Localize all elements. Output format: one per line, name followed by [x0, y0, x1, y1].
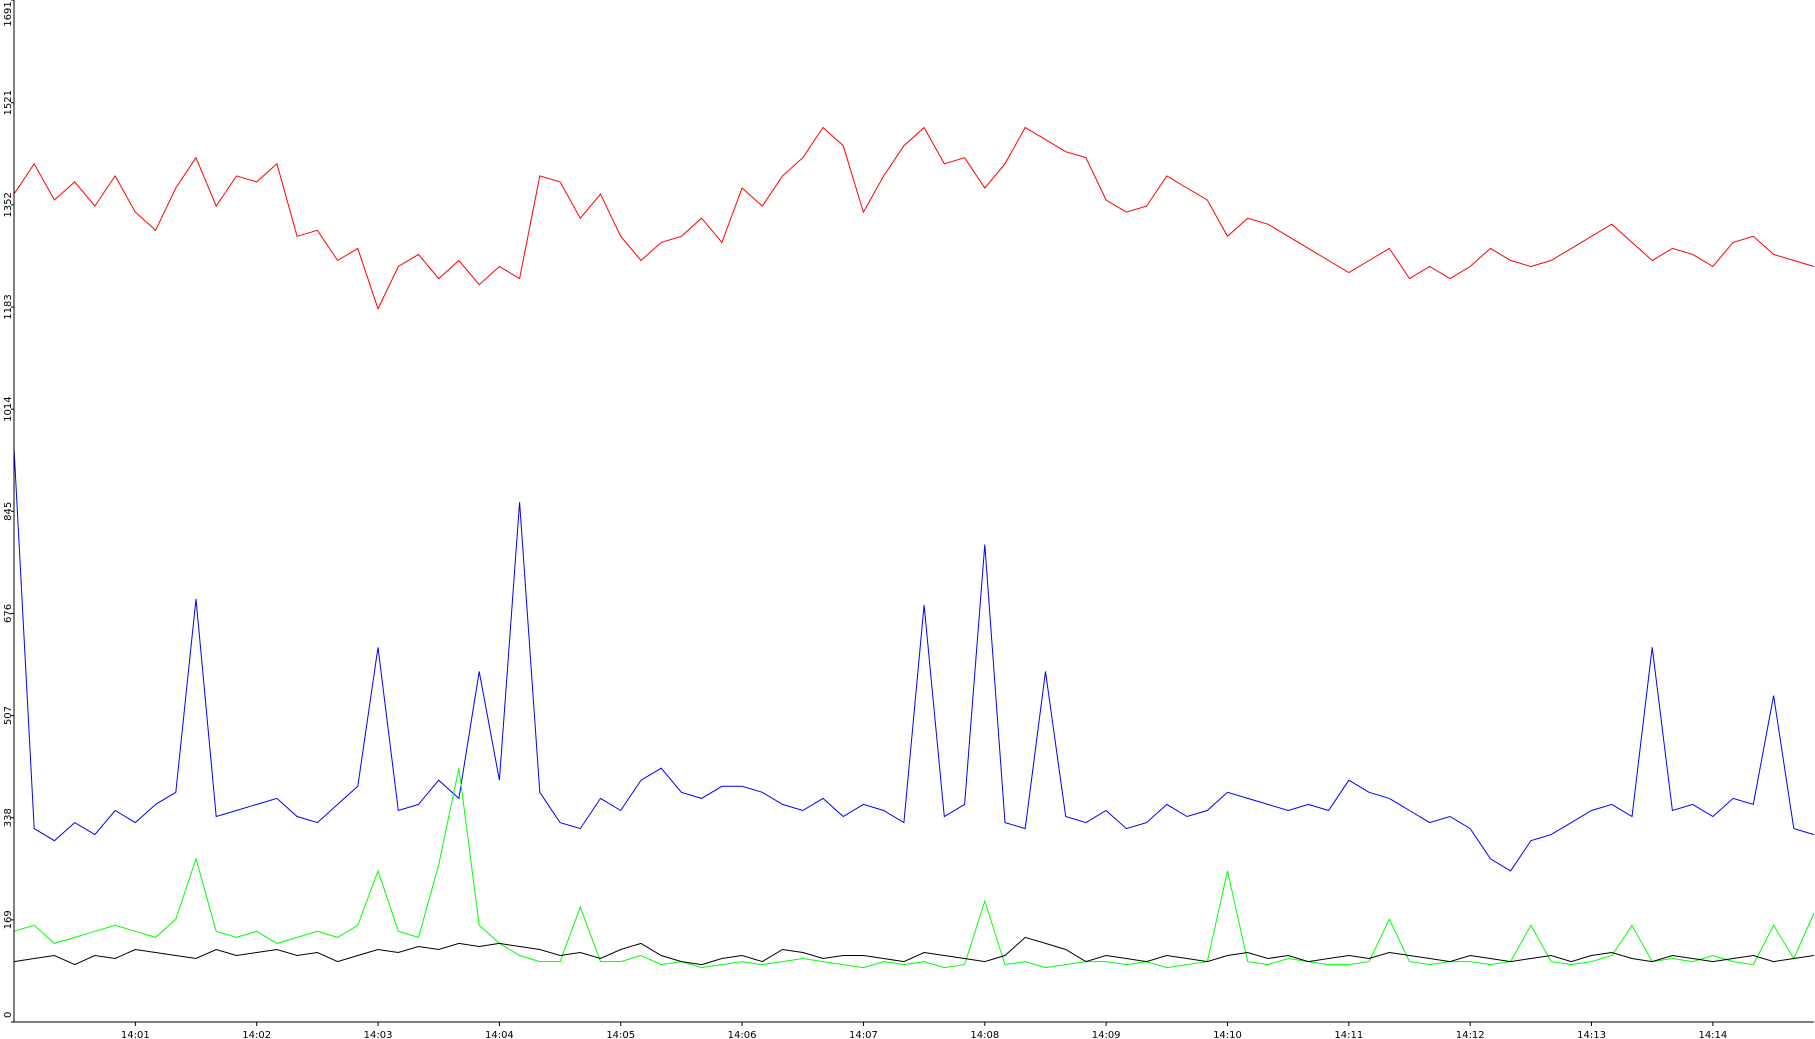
- x-tick-label: 14:06: [728, 1030, 757, 1039]
- series-line: [13, 768, 1815, 969]
- x-tick-label: 14:03: [364, 1030, 393, 1039]
- x-tick-label: 14:04: [485, 1030, 514, 1039]
- y-tick-label: 1521: [3, 90, 14, 115]
- y-tick-label: 1352: [3, 192, 14, 217]
- y-tick-label: 676: [3, 604, 14, 623]
- y-tick-label: 1183: [3, 294, 14, 319]
- y-tick-label: 169: [3, 910, 14, 929]
- series-line: [13, 447, 1815, 872]
- x-tick-label: 14:12: [1456, 1030, 1485, 1039]
- y-tick-label: 845: [3, 502, 14, 521]
- x-tick-label: 14:08: [970, 1030, 999, 1039]
- y-tick-label: 1691: [3, 1, 14, 26]
- y-tick-label: 507: [3, 706, 14, 725]
- series-line: [13, 126, 1815, 311]
- x-tick-label: 14:01: [121, 1030, 150, 1039]
- series-line: [13, 936, 1815, 966]
- y-tick-label: 1014: [3, 396, 14, 421]
- x-tick-label: 14:02: [242, 1030, 271, 1039]
- x-tick-label: 14:10: [1213, 1030, 1242, 1039]
- x-tick-label: 14:14: [1698, 1030, 1727, 1039]
- y-tick-label: 338: [3, 808, 14, 827]
- x-tick-label: 14:11: [1334, 1030, 1363, 1039]
- y-tick-label: 0: [3, 1012, 14, 1018]
- x-tick-label: 14:13: [1577, 1030, 1606, 1039]
- x-tick-label: 14:05: [606, 1030, 635, 1039]
- x-tick-label: 14:09: [1092, 1030, 1121, 1039]
- x-tick-label: 14:07: [849, 1030, 878, 1039]
